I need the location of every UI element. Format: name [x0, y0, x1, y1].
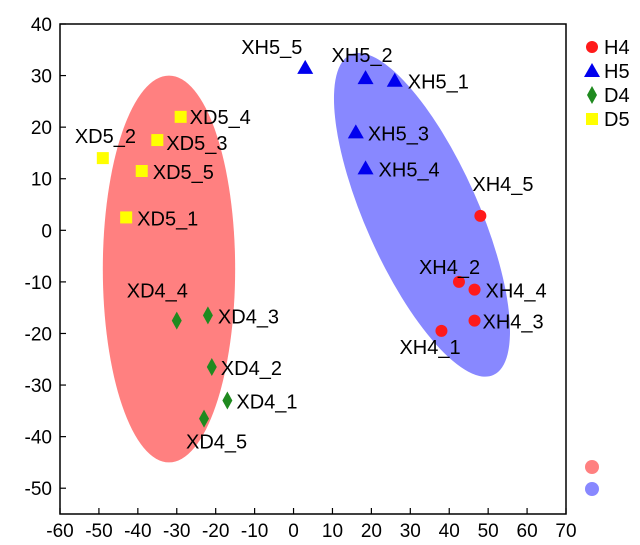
x-tick-label: 0	[288, 521, 299, 542]
label-XD4_4: XD4_4	[127, 281, 188, 303]
label-XD4_2: XD4_2	[221, 358, 282, 380]
y-tick-label: -30	[25, 376, 52, 397]
x-tick-label: -20	[202, 521, 229, 542]
x-tick-label: 40	[439, 521, 460, 542]
point-XD5_4	[174, 110, 187, 123]
legend-label-D4: D4	[604, 85, 630, 107]
legend-label-D5: D5	[604, 109, 630, 131]
x-tick-label: 30	[400, 521, 421, 542]
x-tick-label: 20	[361, 521, 382, 542]
label-XH5_4: XH5_4	[379, 159, 440, 181]
label-XH4_5: XH4_5	[472, 174, 533, 196]
y-tick-label: -40	[25, 428, 52, 449]
label-XD4_5: XD4_5	[186, 432, 247, 454]
label-XD5_2: XD5_2	[75, 126, 136, 148]
x-tick-label: -50	[85, 521, 112, 542]
point-XD4_1	[222, 391, 233, 410]
label-XH5_3: XH5_3	[368, 123, 429, 145]
x-tick-label: -40	[124, 521, 151, 542]
point-XD4_2	[206, 358, 217, 376]
label-XD5_1: XD5_1	[137, 208, 198, 230]
point-XH5_2	[357, 70, 374, 85]
y-tick-label: -50	[25, 479, 52, 500]
label-XD5_5: XD5_5	[153, 162, 214, 184]
legend-marker-D5	[586, 113, 598, 125]
label-XD4_1: XD4_1	[236, 392, 297, 414]
legend-ellipse-swatch	[585, 460, 599, 474]
point-XD5_5	[135, 165, 148, 177]
point-XH4_4	[468, 283, 481, 296]
label-XD5_3: XD5_3	[166, 133, 227, 155]
point-labels: XH4_1 XH4_2 XH4_3 XH4_4 XH4_5 XH5_1 XH5_2 XH5_3…	[75, 37, 547, 454]
plot-frame	[59, 23, 567, 515]
point-XH4_1	[435, 324, 448, 337]
point-XH4_3	[468, 314, 481, 327]
x-tick-label: 60	[517, 521, 538, 542]
legend-ellipse-swatch	[585, 482, 599, 496]
x-tick-label: -10	[241, 521, 268, 542]
point-XD4_3	[202, 306, 213, 325]
point-XH5_5	[297, 59, 314, 74]
point-XD4_5	[199, 409, 210, 428]
point-XD5_3	[151, 134, 164, 147]
legend-marker-H4	[586, 41, 598, 53]
label-XH4_2: XH4_2	[419, 257, 480, 279]
label-XH5_5: XH5_5	[241, 37, 302, 59]
label-XD5_4: XD5_4	[190, 107, 251, 129]
legend-label-H5: H5	[604, 61, 630, 83]
y-tick-label: 10	[31, 170, 52, 191]
data-points	[96, 59, 487, 428]
y-tick-label: 30	[31, 67, 52, 88]
ellipse-1	[333, 52, 510, 377]
x-tick-label: 10	[322, 521, 343, 542]
y-tick-label: 20	[31, 118, 52, 139]
x-tick-label: -60	[46, 521, 73, 542]
point-XD4_4	[171, 311, 182, 330]
x-tick-label: 70	[555, 521, 576, 542]
label-XH5_1: XH5_1	[408, 72, 469, 94]
point-XH5_4	[357, 160, 374, 175]
label-XH5_2: XH5_2	[332, 45, 393, 67]
x-tick-label: -30	[163, 521, 190, 542]
x-tick-label: 50	[478, 521, 499, 542]
legend-marker-D4	[587, 86, 597, 104]
label-XD4_3: XD4_3	[218, 306, 279, 328]
label-XH4_4: XH4_4	[486, 281, 547, 303]
y-tick-label: -20	[25, 324, 52, 345]
y-tick-label: 0	[41, 221, 52, 242]
point-XD5_1	[120, 211, 133, 224]
point-XH5_3	[347, 124, 364, 139]
y-tick-label: 40	[31, 15, 52, 36]
point-XD5_2	[96, 152, 109, 165]
axis-ticks: -60 -50 -40 -30 -20 -10 0 10 20 30 40 50 60 70 40 30 20 1…	[25, 15, 577, 542]
label-XH4_3: XH4_3	[483, 312, 544, 334]
y-tick-label: -10	[25, 273, 52, 294]
legend-label-H4: H4	[604, 37, 630, 59]
label-XH4_1: XH4_1	[399, 337, 460, 359]
legend-marker-H5	[584, 63, 600, 77]
point-XH5_1	[386, 72, 403, 87]
point-XH4_2	[452, 275, 465, 288]
confidence-ellipses	[102, 52, 510, 463]
point-XH4_5	[474, 209, 487, 222]
